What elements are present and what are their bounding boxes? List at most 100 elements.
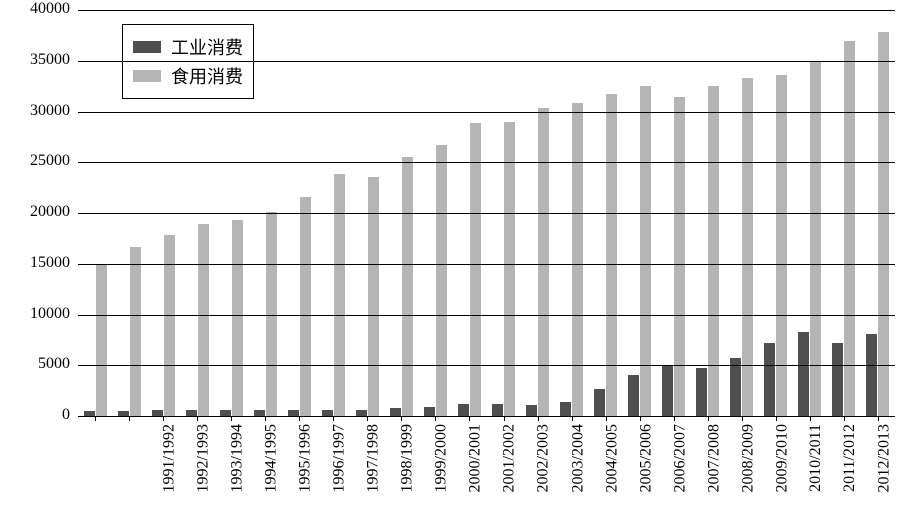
bar-industrial (764, 343, 775, 416)
x-tick (469, 416, 470, 421)
x-tick (163, 416, 164, 421)
bar-food (504, 122, 515, 416)
x-tick (708, 416, 709, 421)
y-tick-label: 15000 (0, 254, 70, 272)
gridline (78, 213, 895, 214)
x-tick-label: 2011/2012 (841, 424, 859, 492)
bar-industrial (730, 358, 741, 416)
bar-industrial (866, 334, 877, 416)
legend-swatch (133, 70, 161, 82)
bar-industrial (424, 407, 435, 416)
x-tick-label: 2005/2006 (637, 424, 655, 492)
x-tick (640, 416, 641, 421)
x-tick-label: 1992/1993 (195, 424, 213, 492)
y-tick-label: 5000 (0, 355, 70, 373)
y-tick-label: 10000 (0, 305, 70, 323)
bar-food (130, 247, 141, 417)
bar-industrial (594, 389, 605, 416)
bar-food (470, 123, 481, 416)
bar-food (300, 197, 311, 416)
chart-container: 工业消费食用消费 0 5000 10000 15000 20000 25000 30000 3… (0, 0, 900, 529)
gridline (78, 162, 895, 163)
bar-industrial (390, 408, 401, 416)
bar-industrial (798, 332, 809, 416)
x-tick (504, 416, 505, 421)
bar-food (674, 97, 685, 416)
legend-label: 食用消费 (171, 63, 243, 89)
bar-industrial (560, 402, 571, 416)
x-tick (299, 416, 300, 421)
x-tick-label: 2012/2013 (875, 424, 893, 492)
x-tick (810, 416, 811, 421)
gridline (78, 61, 895, 62)
bar-food (572, 103, 583, 416)
x-tick (844, 416, 845, 421)
x-tick-label: 1997/1998 (365, 424, 383, 492)
bar-food (164, 235, 175, 416)
gridline (78, 112, 895, 113)
x-tick-label: 1999/2000 (433, 424, 451, 492)
bar-food (606, 94, 617, 416)
y-tick-label: 40000 (0, 0, 70, 18)
x-tick-label: 1994/1995 (263, 424, 281, 492)
x-tick (95, 416, 96, 421)
x-tick (367, 416, 368, 421)
legend-item-industrial: 工业消费 (133, 34, 243, 60)
bar-industrial (458, 404, 469, 416)
bar-food (96, 264, 107, 416)
legend-item-food: 食用消费 (133, 63, 243, 89)
bar-food (334, 174, 345, 416)
x-tick-label: 2002/2003 (535, 424, 553, 492)
x-tick (572, 416, 573, 421)
x-tick (265, 416, 266, 421)
bar-food (198, 224, 209, 416)
bar-food (538, 108, 549, 416)
x-tick-label: 2010/2011 (807, 424, 825, 492)
x-tick (538, 416, 539, 421)
x-tick (435, 416, 436, 421)
x-tick (333, 416, 334, 421)
bar-industrial (696, 368, 707, 416)
x-tick (129, 416, 130, 421)
x-tick-label: 2008/2009 (739, 424, 757, 492)
y-tick-label: 30000 (0, 102, 70, 120)
gridline (78, 416, 895, 417)
bar-food (878, 32, 889, 416)
x-tick (401, 416, 402, 421)
bar-food (708, 86, 719, 416)
x-tick-label: 2001/2002 (501, 424, 519, 492)
x-tick-label: 2006/2007 (671, 424, 689, 492)
legend-label: 工业消费 (171, 34, 243, 60)
gridline (78, 10, 895, 11)
bar-food (436, 145, 447, 416)
x-tick-label: 1991/1992 (160, 424, 178, 492)
y-tick-label: 35000 (0, 51, 70, 69)
legend-swatch (133, 41, 161, 53)
x-tick-label: 1995/1996 (297, 424, 315, 492)
y-tick-label: 0 (0, 406, 70, 424)
x-tick (742, 416, 743, 421)
gridline (78, 315, 895, 316)
bar-industrial (492, 404, 503, 416)
bar-industrial (526, 405, 537, 416)
x-tick-label: 1993/1994 (229, 424, 247, 492)
x-tick (231, 416, 232, 421)
y-tick-label: 20000 (0, 203, 70, 221)
y-tick-label: 25000 (0, 152, 70, 170)
bar-food (402, 157, 413, 416)
gridline (78, 264, 895, 265)
x-tick-label: 2004/2005 (603, 424, 621, 492)
x-tick-label: 1998/1999 (399, 424, 417, 492)
bar-industrial (832, 343, 843, 416)
x-tick-label: 2007/2008 (705, 424, 723, 492)
bar-industrial (662, 365, 673, 416)
x-tick (606, 416, 607, 421)
x-tick (776, 416, 777, 421)
bar-food (844, 41, 855, 416)
x-tick (878, 416, 879, 421)
x-tick-label: 2009/2010 (773, 424, 791, 492)
x-tick (674, 416, 675, 421)
bar-food (232, 220, 243, 416)
x-tick-label: 1996/1997 (331, 424, 349, 492)
x-tick-label: 2003/2004 (569, 424, 587, 492)
